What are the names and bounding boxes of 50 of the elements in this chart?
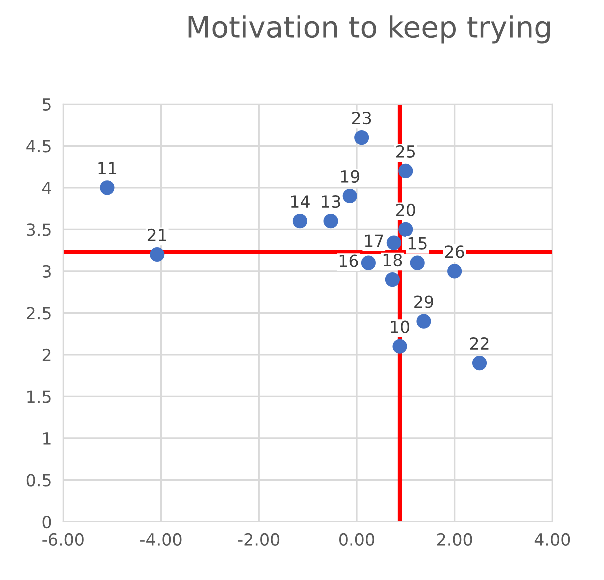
y-tick-label: 0 (42, 516, 52, 529)
point (354, 130, 370, 146)
point (385, 272, 400, 288)
annotation: 26 (445, 246, 464, 258)
y-tick-label: 3 (42, 265, 51, 278)
x-tick-label: 0.00 (340, 533, 374, 546)
x-tick-label: 4.00 (534, 533, 570, 546)
y-tick-label: 5 (42, 98, 51, 111)
point (292, 214, 308, 229)
chart-title: Motivation to keep trying (188, 16, 550, 44)
annotation: 14 (291, 196, 310, 208)
annotation: 29 (414, 296, 434, 308)
annotation: 23 (352, 112, 372, 125)
y-tick-label: 2 (42, 348, 51, 362)
point (150, 247, 165, 262)
point (342, 188, 358, 204)
annotation: 25 (396, 145, 416, 158)
annotation: 15 (408, 237, 427, 250)
point (100, 180, 115, 196)
point (416, 314, 432, 329)
annotation: 19 (341, 170, 360, 184)
annotation: 18 (384, 254, 402, 267)
point (410, 256, 425, 270)
annotation: 22 (470, 337, 489, 350)
point (448, 264, 462, 279)
annotation: 17 (365, 234, 384, 248)
point (392, 339, 408, 354)
point (472, 356, 488, 371)
x-tick-label: -2.00 (238, 533, 280, 546)
y-tick-label: 4.5 (26, 140, 51, 153)
point (361, 256, 376, 270)
annotation: 20 (396, 204, 416, 216)
annotation: 10 (391, 320, 410, 334)
y-tick-label: 2.5 (27, 307, 51, 320)
y-tick-label: 0.5 (26, 474, 51, 487)
x-tick-label: 2.00 (437, 533, 472, 546)
y-tick-label: 1.5 (28, 390, 51, 404)
point (324, 214, 338, 229)
point (398, 164, 414, 178)
x-tick-label: -4.00 (140, 533, 182, 546)
y-tick-label: 3.5 (27, 224, 51, 236)
y-tick-label: 1 (44, 432, 51, 445)
point (398, 222, 414, 237)
y-tick-label: 4 (42, 182, 52, 194)
annotation: 21 (148, 228, 166, 242)
annotation: 11 (98, 162, 117, 174)
annotation: 13 (322, 195, 340, 208)
point (386, 236, 402, 250)
x-tick-label: -6.00 (42, 533, 84, 546)
annotation: 16 (340, 254, 358, 268)
